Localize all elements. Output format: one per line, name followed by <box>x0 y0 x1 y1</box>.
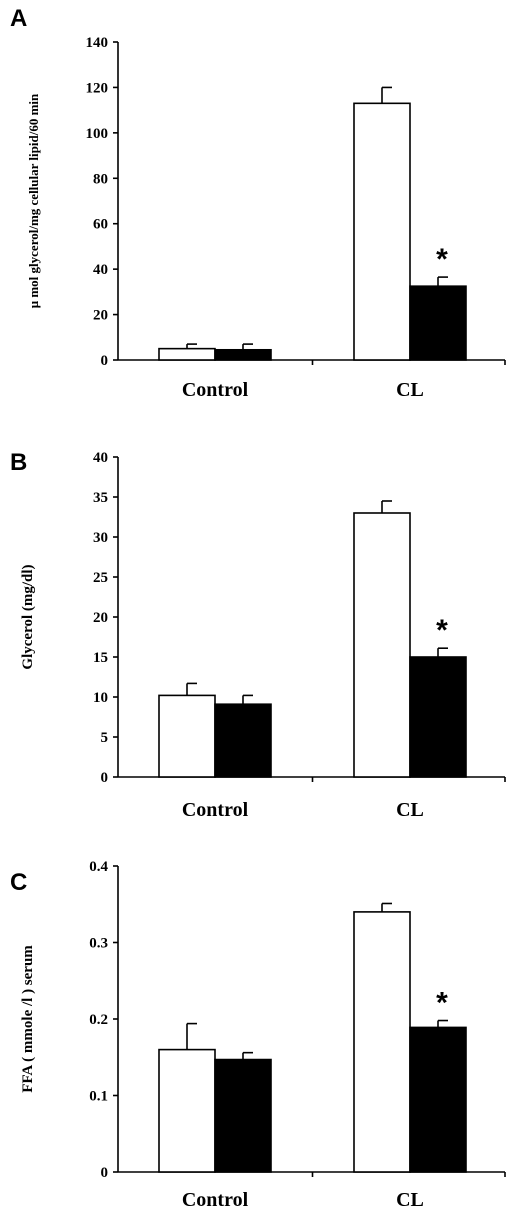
panel-c-significance-star: * <box>436 987 448 1020</box>
panel-c-y-tick-label: 0.1 <box>89 1089 108 1105</box>
panel-b-y-tick-label: 25 <box>93 570 108 586</box>
panel-c-y-tick-label: 0.4 <box>89 859 108 875</box>
panel-a-y-tick-label: 120 <box>86 80 109 96</box>
panel-b-letter: B <box>10 449 27 476</box>
panel-c-category-label: CL <box>396 1189 424 1211</box>
panel-b-bar-cl-series2 <box>409 656 467 778</box>
panel-c-category-label: Control <box>182 1189 249 1211</box>
panel-b-bar-control-series2 <box>214 703 272 778</box>
panel-a-y-tick-label: 100 <box>86 126 109 142</box>
panel-b-category-label: Control <box>182 799 249 821</box>
panel-a-letter: A <box>10 5 27 32</box>
panel-b-y-tick-label: 5 <box>101 730 109 746</box>
panel-b-y-tick-label: 20 <box>93 610 108 626</box>
panel-b-y-axis-label: Glycerol (mg/dl) <box>20 564 36 669</box>
panel-b-y-tick-label: 35 <box>93 490 108 506</box>
panel-a-significance-star: * <box>436 243 448 276</box>
panel-b-y-tick-label: 30 <box>93 530 108 546</box>
panel-b-y-tick-label: 0 <box>101 770 109 786</box>
panel-c-bar-cl-series1 <box>353 911 411 1173</box>
panel-a-y-tick-label: 40 <box>93 262 108 278</box>
panel-b-category-label: CL <box>396 799 424 821</box>
panel-c-y-tick-label: 0.3 <box>89 936 108 952</box>
panel-a-y-tick-label: 0 <box>101 353 109 369</box>
panel-c-bar-control-series1 <box>158 1048 216 1173</box>
panel-a-category-label: Control <box>182 379 249 401</box>
panel-c-bar-cl-series2 <box>409 1026 467 1173</box>
panel-c-y-tick-label: 0.2 <box>89 1012 108 1028</box>
panel-c-y-tick-label: 0 <box>101 1165 109 1181</box>
panel-a-bar-control-series2 <box>214 348 272 361</box>
panel-c-letter: C <box>10 869 27 896</box>
panel-a-y-axis-label: μ mol glycerol/mg cellular lipid/60 min <box>26 93 41 308</box>
panel-b-bar-cl-series1 <box>353 512 411 778</box>
panel-a-bar-cl-series2 <box>409 285 467 361</box>
panel-b-significance-star: * <box>436 614 448 647</box>
panel-b-y-tick-label: 10 <box>93 690 108 706</box>
panel-a-y-tick-label: 20 <box>93 308 108 324</box>
panel-a-bar-control-series1 <box>158 347 216 361</box>
panel-a-y-tick-label: 80 <box>93 171 108 187</box>
panel-c-bar-control-series2 <box>214 1058 272 1173</box>
panel-a-y-tick-label: 60 <box>93 217 108 233</box>
panel-a-bar-cl-series1 <box>353 102 411 361</box>
panel-c-y-axis-label: FFA ( mmole /l ) serum <box>20 945 36 1093</box>
panel-b-bar-control-series1 <box>158 694 216 778</box>
panel-b-y-tick-label: 40 <box>93 450 108 466</box>
panel-a-category-label: CL <box>396 379 424 401</box>
panel-b-y-tick-label: 15 <box>93 650 108 666</box>
panel-a-y-tick-label: 140 <box>86 35 109 51</box>
